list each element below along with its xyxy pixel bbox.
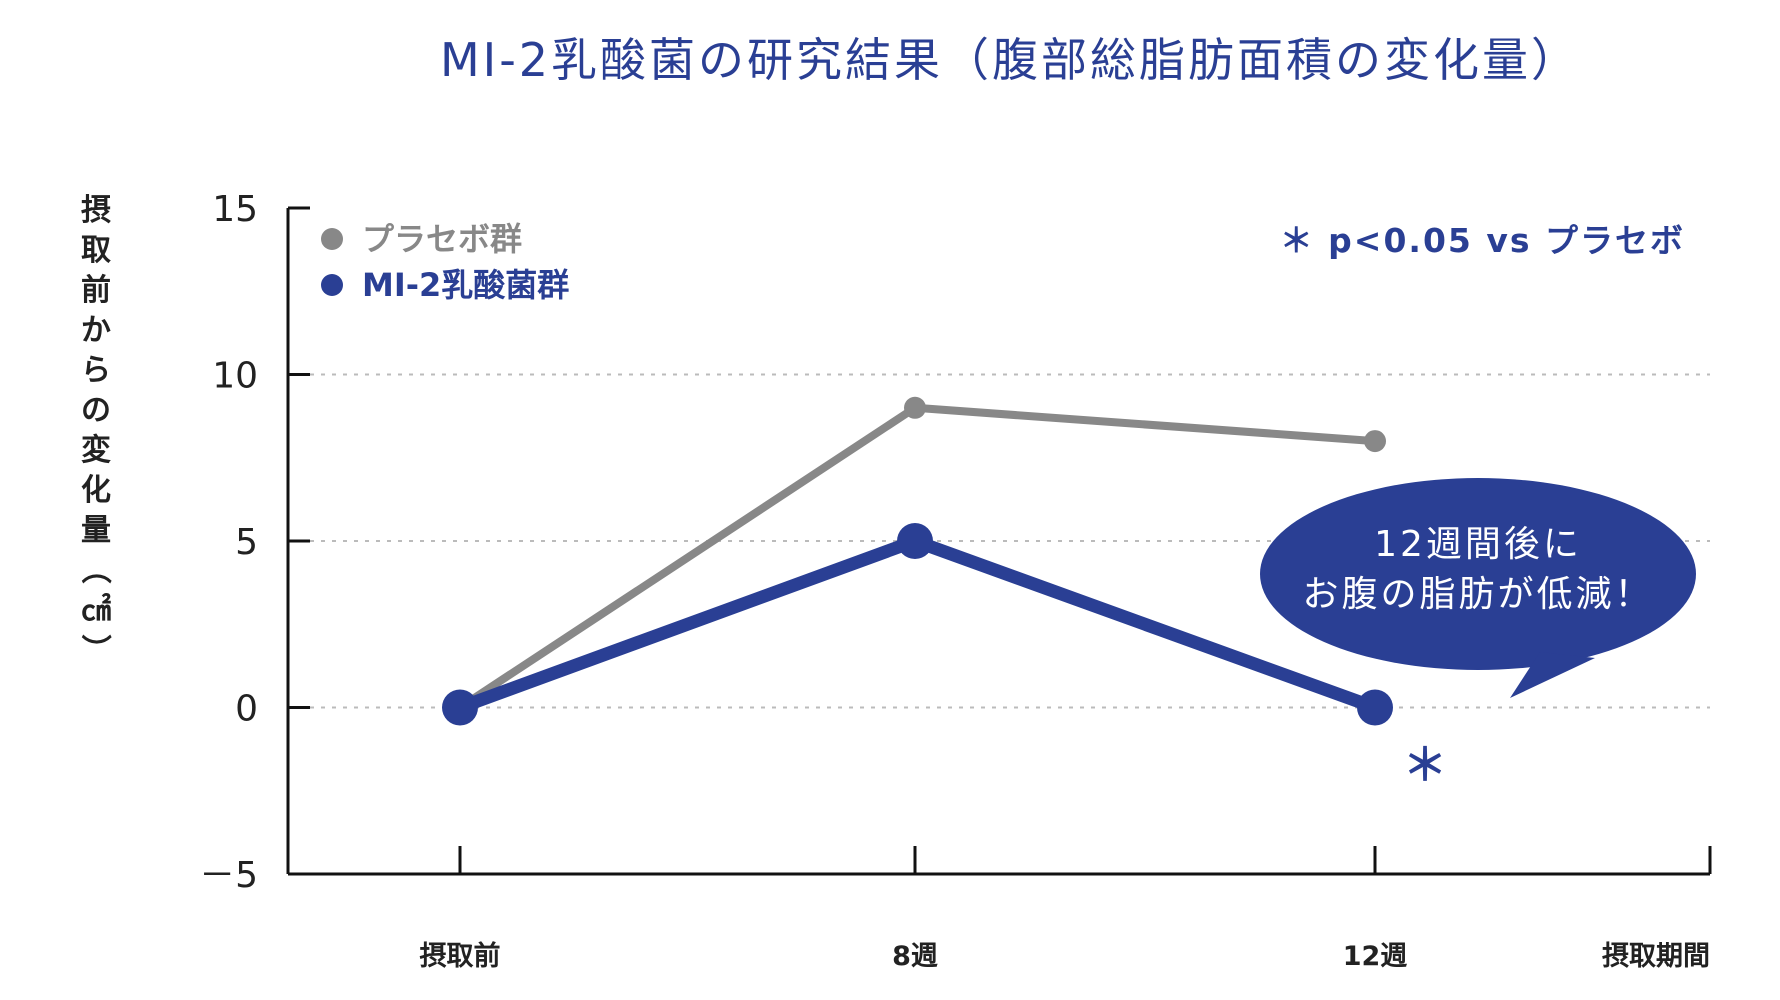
data-point-placebo [1364, 430, 1386, 453]
y-label-char: か [81, 313, 111, 348]
data-point-placebo [904, 396, 926, 419]
y-tick-label: 15 [212, 189, 258, 230]
y-tick-label: 5 [235, 522, 258, 563]
callout-line-2: お腹の脂肪が低減！ [1302, 574, 1653, 615]
y-label-char: 取 [81, 233, 111, 268]
chart-title: MI-2乳酸菌の研究結果（腹部総脂肪面積の変化量） [440, 33, 1580, 87]
x-tick-label: 8週 [892, 941, 938, 972]
legend: プラセボ群 MI-2乳酸菌群 [321, 220, 569, 304]
y-label-char: 変 [81, 433, 111, 468]
legend-marker [321, 274, 343, 296]
y-label-char: 前 [81, 273, 111, 308]
y-label-char: ㎠ [81, 593, 111, 628]
legend-label: プラセボ群 [362, 220, 522, 258]
x-tick-label: 摂取前 [420, 940, 501, 972]
y-tick-label: 0 [235, 689, 258, 730]
y-label-char: 摂 [81, 193, 111, 228]
y-label-char: ） [77, 634, 112, 664]
callout-bubble: 12週間後に お腹の脂肪が低減！ [1260, 478, 1696, 698]
y-tick-labels: 15 10 5 0 －5 [199, 189, 258, 896]
axes [286, 206, 1712, 876]
y-label-char: 量 [81, 513, 111, 548]
y-label-char: （ [77, 554, 112, 584]
y-label-char: の [81, 393, 111, 428]
legend-label: MI-2乳酸菌群 [362, 266, 569, 304]
callout-tail [1510, 652, 1595, 698]
series-line-mi2 [457, 534, 1378, 714]
data-point-mi2 [442, 689, 478, 726]
y-tick-label: 10 [212, 356, 258, 397]
y-label-char: 化 [81, 473, 111, 508]
legend-marker [321, 228, 343, 250]
x-axis-label: 摂取期間 [1602, 941, 1710, 972]
callout-line-1: 12週間後に [1374, 524, 1582, 565]
x-tick-label: 12週 [1343, 941, 1408, 972]
significance-note: ＊ p<0.05 vs プラセボ [1280, 221, 1685, 260]
x-tick-labels: 摂取前 8週 12週 [420, 940, 1408, 972]
data-point-mi2 [1357, 689, 1393, 726]
callout-shape [1260, 478, 1696, 670]
y-label-char: ら [81, 353, 111, 388]
data-point-mi2 [897, 523, 933, 559]
significance-marker: ＊ [1403, 740, 1447, 791]
series-group [442, 396, 1393, 726]
y-tick-label: －5 [199, 855, 258, 896]
